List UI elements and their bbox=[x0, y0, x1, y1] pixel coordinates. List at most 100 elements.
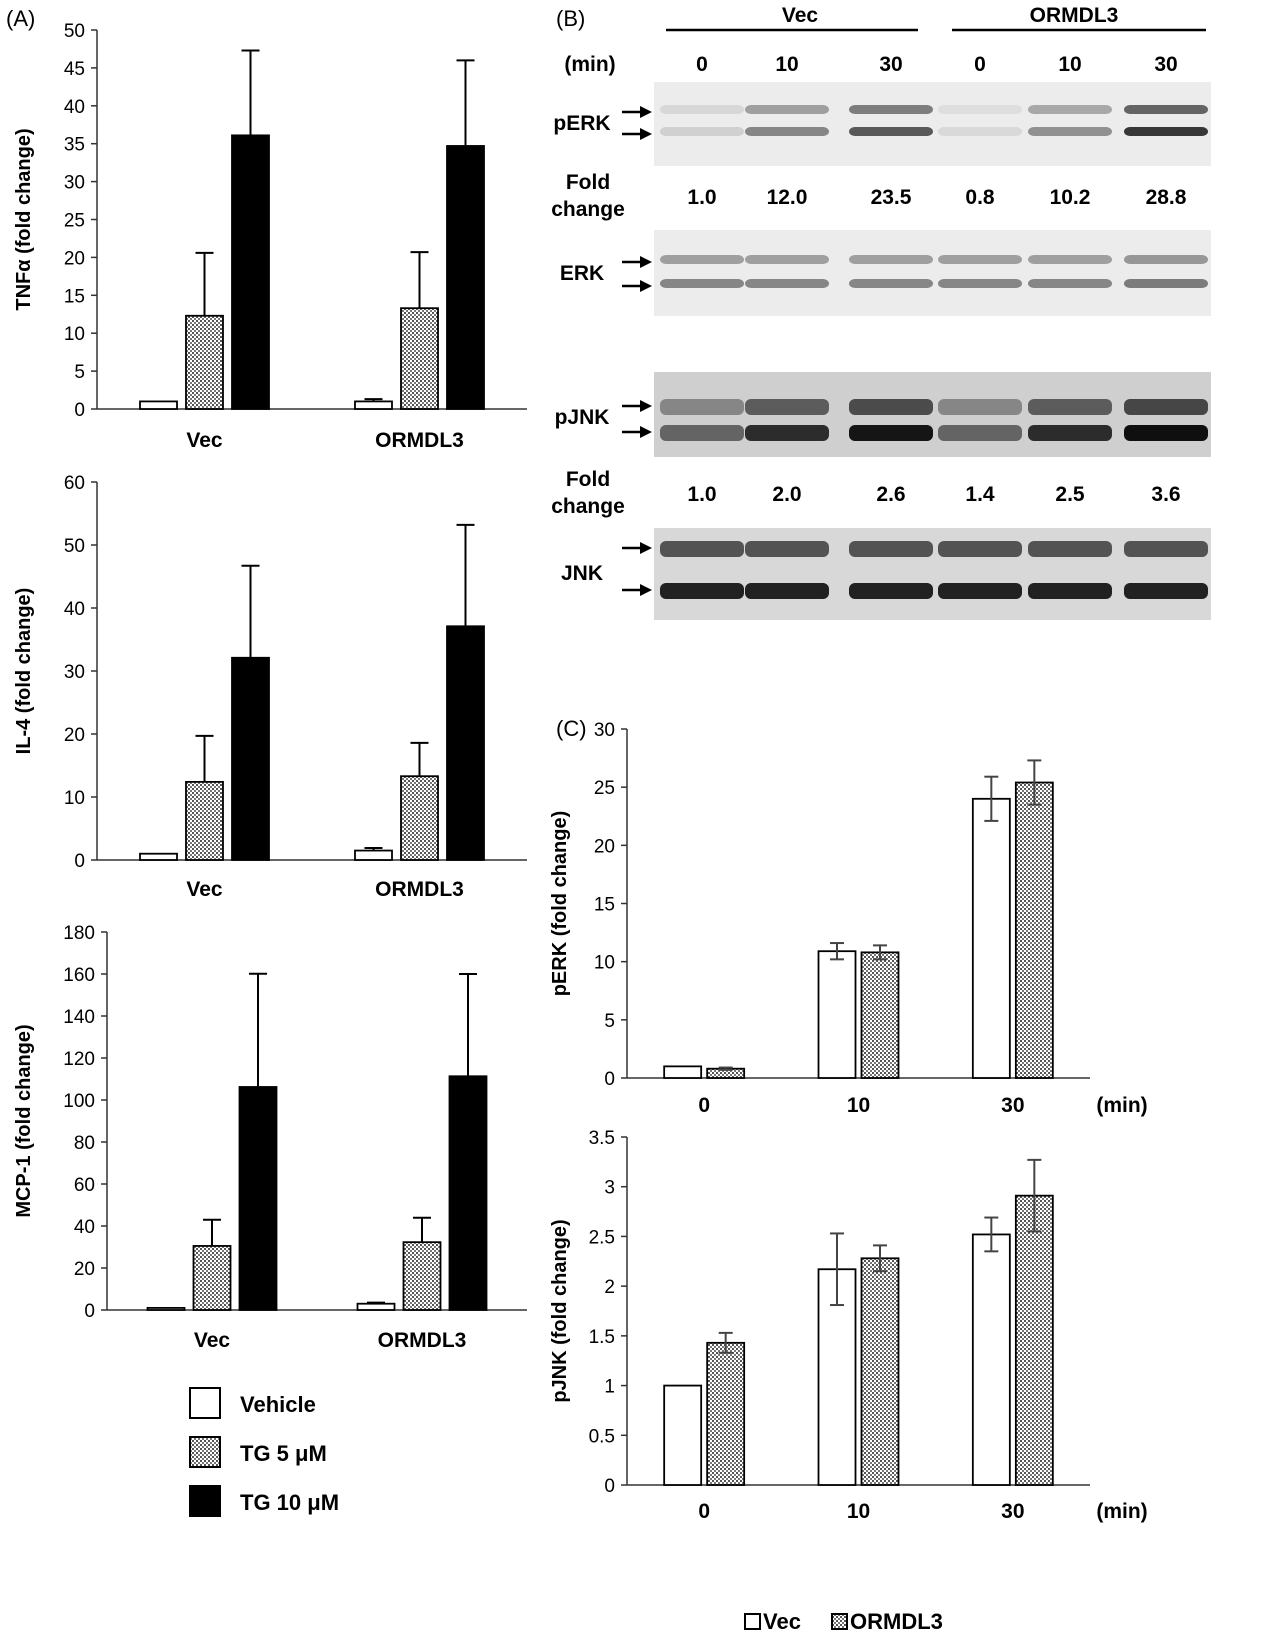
western-blot-panel: Vec ORMDL3 (min) 0 10 30 0 10 30 pERK ERK pJNK J… bbox=[551, 4, 1211, 620]
blot-band bbox=[1028, 105, 1112, 114]
category-label: Vec bbox=[194, 1329, 231, 1352]
bar bbox=[706, 1341, 746, 1486]
time-label: 10 bbox=[1058, 53, 1081, 76]
legend-swatch-vehicle bbox=[189, 1387, 221, 1419]
band-arrow-head bbox=[640, 400, 652, 412]
y-tick-label: 15 bbox=[64, 286, 85, 307]
tnfa-chart: 0 5 10 15 20 25 30 35 40 45 50 TNFα (fold change) Ve… bbox=[13, 21, 527, 452]
time-label: 10 bbox=[775, 53, 798, 76]
fold-value: 1.0 bbox=[687, 186, 716, 209]
fold-change-row: Fold change 1.0 12.0 23.5 0.8 10.2 28.8 bbox=[551, 171, 1187, 221]
y-tick-label: 1.5 bbox=[589, 1327, 615, 1348]
blot-band bbox=[745, 105, 829, 114]
band-arrow-head bbox=[640, 106, 652, 118]
bar bbox=[192, 1245, 232, 1311]
legend-label-vec: Vec bbox=[763, 1609, 801, 1633]
fold-value: 2.5 bbox=[1055, 483, 1085, 506]
blot-band bbox=[1124, 583, 1208, 599]
bar bbox=[238, 1086, 278, 1311]
category-label: 10 bbox=[847, 1500, 870, 1523]
category-label: 30 bbox=[1001, 1094, 1024, 1117]
y-tick-label: 25 bbox=[64, 211, 85, 232]
bar bbox=[446, 625, 485, 861]
blot-band bbox=[1124, 279, 1208, 288]
blot-band bbox=[745, 425, 829, 441]
y-tick-label: 15 bbox=[594, 895, 615, 916]
il4-chart: 0 10 20 30 40 50 60 IL-4 (fold change) Vec ORMDL3 bbox=[13, 473, 527, 901]
blot-band bbox=[745, 255, 829, 264]
bar bbox=[402, 1241, 442, 1311]
fold-label-1: Fold bbox=[566, 468, 610, 491]
category-label: 0 bbox=[698, 1094, 710, 1117]
bar bbox=[354, 849, 393, 861]
blot-band bbox=[660, 583, 744, 599]
blot-band bbox=[938, 425, 1022, 441]
blot-band bbox=[1028, 399, 1112, 415]
time-label: 30 bbox=[1154, 53, 1177, 76]
legend-label-vehicle: Vehicle bbox=[240, 1392, 316, 1417]
legend-label-ormdl3: ORMDL3 bbox=[850, 1609, 943, 1633]
bar bbox=[860, 1257, 900, 1486]
bar bbox=[356, 1302, 396, 1311]
bar bbox=[663, 1384, 703, 1486]
y-tick-label: 40 bbox=[64, 97, 85, 118]
perk-chart: 0 5 10 15 20 25 30 pERK (fold change) (min) 0 10 30 bbox=[549, 720, 1148, 1117]
blot-band bbox=[849, 583, 933, 599]
legend-swatch-tg5 bbox=[189, 1436, 221, 1468]
y-tick-label: 60 bbox=[64, 473, 85, 494]
fold-value: 10.2 bbox=[1050, 186, 1091, 209]
panel-a-label: (A) bbox=[6, 6, 35, 31]
time-label: 0 bbox=[974, 53, 986, 76]
y-tick-label: 0 bbox=[604, 1476, 615, 1497]
y-tick-label: 20 bbox=[74, 1259, 95, 1280]
band-arrow-head bbox=[640, 584, 652, 596]
blot-band bbox=[849, 399, 933, 415]
y-axis-label: IL-4 (fold change) bbox=[13, 588, 35, 755]
blot-band bbox=[1028, 127, 1112, 136]
blot-band bbox=[849, 279, 933, 288]
time-label: 0 bbox=[696, 53, 708, 76]
panel-c-legend: Vec ORMDL3 bbox=[744, 1609, 943, 1633]
bar bbox=[139, 852, 178, 861]
blot-band bbox=[660, 105, 744, 114]
blot-band bbox=[660, 255, 744, 264]
category-label: Vec bbox=[186, 878, 223, 901]
y-tick-label: 30 bbox=[64, 662, 85, 683]
blot-band bbox=[849, 541, 933, 557]
blot-label: pJNK bbox=[555, 406, 610, 429]
mcp1-chart: 0 20 40 60 80 100 120 140 160 180 MCP-1 (fold chan… bbox=[13, 923, 527, 1352]
bar bbox=[663, 1065, 703, 1079]
bar bbox=[139, 400, 178, 410]
band-arrow-head bbox=[640, 280, 652, 292]
fold-value: 28.8 bbox=[1146, 186, 1187, 209]
y-tick-label: 35 bbox=[64, 135, 85, 156]
blot-band bbox=[938, 105, 1022, 114]
blot-band bbox=[745, 583, 829, 599]
blot-background bbox=[654, 82, 1211, 166]
blot-band bbox=[1124, 399, 1208, 415]
y-tick-label: 20 bbox=[64, 725, 85, 746]
category-label: 30 bbox=[1001, 1500, 1024, 1523]
blot-pjnk: pJNK bbox=[555, 372, 1211, 457]
band-arrow-head bbox=[640, 426, 652, 438]
group-label-ormdl3: ORMDL3 bbox=[1030, 4, 1119, 27]
bar bbox=[185, 780, 224, 861]
y-tick-label: 1 bbox=[604, 1377, 615, 1398]
blot-band bbox=[1028, 255, 1112, 264]
bar bbox=[860, 951, 900, 1079]
fold-label-2: change bbox=[551, 495, 625, 518]
blot-band bbox=[938, 399, 1022, 415]
y-tick-label: 40 bbox=[64, 599, 85, 620]
bar bbox=[400, 307, 439, 410]
y-tick-label: 20 bbox=[594, 836, 615, 857]
y-tick-label: 30 bbox=[64, 173, 85, 194]
category-label: 10 bbox=[847, 1094, 870, 1117]
bar bbox=[1014, 781, 1054, 1079]
fold-label-1: Fold bbox=[566, 171, 610, 194]
fold-value: 1.4 bbox=[965, 483, 995, 506]
band-arrow-head bbox=[640, 542, 652, 554]
fold-value: 1.0 bbox=[687, 483, 716, 506]
y-tick-label: 50 bbox=[64, 536, 85, 557]
fold-value: 3.6 bbox=[1151, 483, 1180, 506]
